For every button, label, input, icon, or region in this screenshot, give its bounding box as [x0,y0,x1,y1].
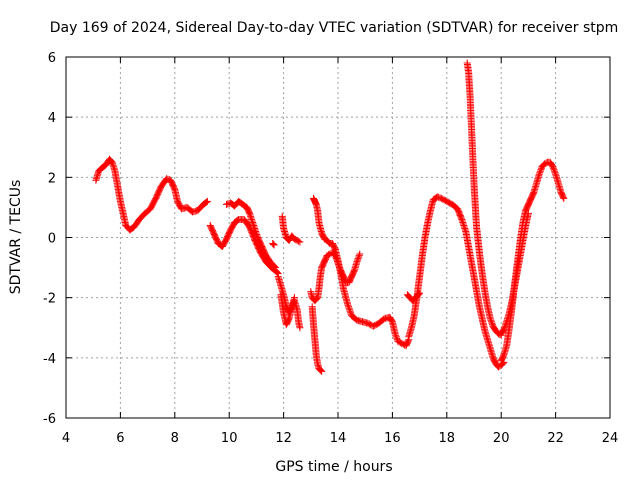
data-series-seg15 [497,209,532,338]
x-tick-label: 22 [547,431,564,446]
x-tick-label: 12 [275,431,292,446]
y-tick-label: 4 [48,111,56,126]
x-tick-label: 4 [62,431,70,446]
marker-trace [310,194,413,350]
x-tick-label: 6 [116,431,124,446]
marker-trace [463,59,505,339]
grid [66,57,610,418]
chart-title: Day 169 of 2024, Sidereal Day-to-day VTE… [50,20,619,36]
marker-trace [206,216,282,278]
y-tick-label: 6 [48,51,56,66]
x-tick-label: 18 [439,431,456,446]
marker-trace [403,289,424,305]
data-series-seg8 [308,303,326,375]
marker-trace [497,158,568,365]
data-series-seg5 [277,291,298,329]
data-markers [92,59,568,375]
x-tick-label: 16 [384,431,401,446]
data-series-seg11 [405,193,508,371]
marker-trace [269,240,278,249]
data-series-seg13 [463,59,505,339]
data-series-seg14 [497,158,568,365]
y-tick-label: 0 [48,232,56,247]
marker-trace [308,303,326,375]
y-axis-label: SDTVAR / TECUs [8,180,24,295]
data-series-seg2 [206,216,282,278]
marker-trace [223,197,279,272]
data-series-seg6 [278,212,304,246]
marker-trace [277,291,298,329]
x-tick-label: 24 [602,431,619,446]
marker-trace [92,155,211,234]
y-tick-label: 2 [48,171,56,186]
y-tick-label: -2 [43,292,56,307]
x-tick-label: 10 [221,431,238,446]
y-tick-label: -6 [43,412,56,427]
data-series-seg1 [92,155,211,234]
x-axis-label: GPS time / hours [275,459,392,475]
data-series-seg10 [310,194,413,350]
x-tick-label: 8 [171,431,179,446]
data-series-seg3 [223,197,279,272]
data-series-seg7 [269,240,278,249]
y-tick-label: -4 [43,352,56,367]
x-tick-label: 20 [493,431,510,446]
data-series-seg12 [403,289,424,305]
marker-trace [278,212,304,246]
marker-trace [405,193,508,371]
marker-trace [497,209,532,338]
x-tick-label: 14 [330,431,347,446]
